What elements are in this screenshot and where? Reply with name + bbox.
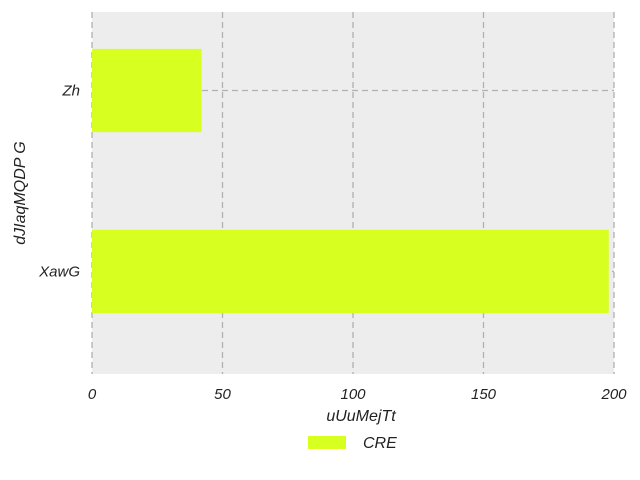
legend-swatch	[308, 436, 346, 449]
x-axis-title: uUuMejTt	[326, 408, 396, 425]
x-tick-label: 50	[214, 386, 231, 403]
x-tick-label: 150	[471, 386, 497, 403]
x-tick-label: 0	[88, 386, 97, 403]
x-tick-label: 200	[600, 386, 627, 403]
x-tick-labels: 0 50 100 150 200	[88, 386, 627, 403]
legend: CRE	[308, 435, 397, 452]
y-category-label: Zh	[61, 83, 80, 100]
y-axis-title: dJIaqMQDP G	[12, 141, 29, 244]
bar-xawg	[92, 229, 609, 314]
bars	[92, 48, 609, 314]
bar-zh	[92, 48, 202, 133]
y-category-label: XawG	[38, 264, 80, 281]
x-tick-label: 100	[340, 386, 366, 403]
legend-label: CRE	[363, 435, 397, 452]
y-category-labels: Zh XawG	[38, 83, 80, 281]
